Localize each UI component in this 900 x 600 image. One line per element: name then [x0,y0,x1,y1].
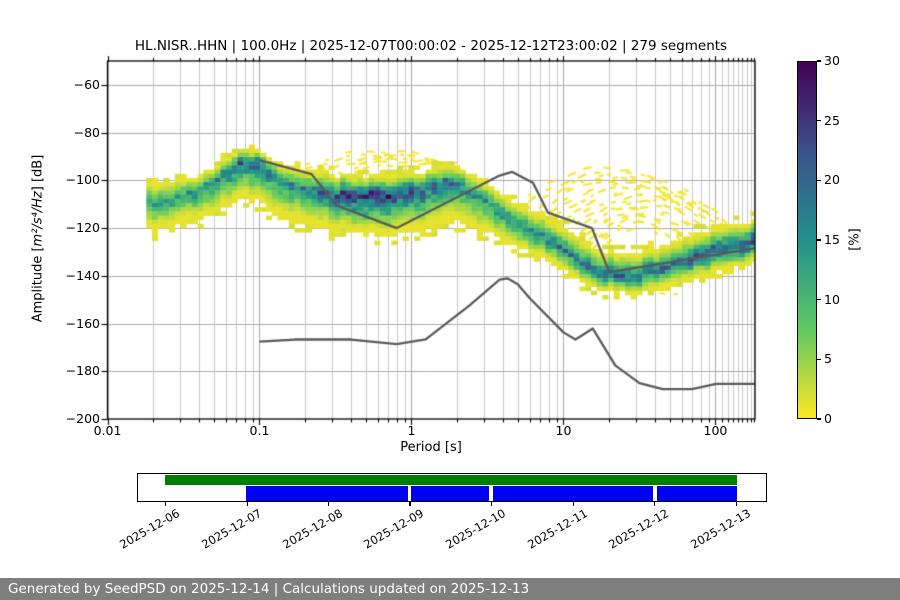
colorbar-tick [817,239,821,241]
x-tick-label: 100 [703,423,728,438]
y-tick-label: −120 [65,220,100,236]
timeline-tick [246,501,248,506]
timeline-tick [165,501,167,506]
footer-status-bar: Generated by SeedPSD on 2025-12-14 | Cal… [0,578,900,600]
timeline-availability-bar [165,474,737,485]
y-tick-label: −180 [65,363,100,379]
colorbar-tick [817,120,821,122]
timeline-coverage-box [137,473,767,502]
timeline-date-label: 2025-12-11 [524,506,590,552]
y-axis-label-suffix: ] [dB] [30,154,46,192]
timeline-date-label: 2025-12-10 [443,506,508,552]
colorbar-tick-label: 25 [824,112,840,128]
colorbar-tick-label: 10 [824,291,840,307]
timeline-tick [654,501,656,506]
timeline-tick [328,501,330,506]
colorbar-tick-label: 30 [824,53,840,68]
colorbar-tick [817,418,821,420]
colorbar-tick-label: 5 [824,351,832,367]
x-tick-label: 0.1 [249,423,270,438]
y-axis-label: Amplitude [m²/s⁴/Hz] [dB] [31,89,46,389]
timeline-psd-coverage-bar [657,485,737,501]
timeline-tick [572,501,574,506]
timeline-psd-coverage-bar [493,485,653,501]
colorbar-tick [817,179,821,181]
y-axis-label-prefix: Amplitude [ [30,246,46,323]
colorbar-tick-label: 20 [824,172,840,188]
colorbar-tick-label: 15 [824,232,840,247]
x-tick-label: 0.01 [93,423,122,438]
colorbar-tick [817,60,821,62]
y-axis-label-units: m²/s⁴/Hz [30,191,46,247]
timeline-psd-coverage-bar [411,485,489,501]
timeline-tick [735,501,737,506]
footer-status-text: Generated by SeedPSD on 2025-12-14 | Cal… [8,581,530,597]
x-axis-label: Period [s] [400,440,462,455]
timeline-psd-coverage-bar [246,485,409,501]
y-tick-label: −60 [73,76,100,92]
x-tick-label: 1 [407,423,416,438]
timeline-tick [409,501,411,506]
timeline-date-label: 2025-12-12 [606,506,672,552]
colorbar-tick [817,358,821,360]
timeline-date-label: 2025-12-07 [198,506,264,552]
colorbar-tick [817,299,821,301]
timeline-date-label: 2025-12-06 [117,506,182,552]
chart-title: HL.NISR..HHN | 100.0Hz | 2025-12-07T00:0… [134,38,728,54]
y-tick-label: −100 [65,172,100,188]
timeline-tick [491,501,493,506]
colorbar-tick-label: 0 [824,411,832,426]
y-tick-label: −160 [65,315,100,331]
y-tick-label: −140 [65,267,100,283]
colorbar [797,61,817,419]
timeline-date-label: 2025-12-13 [687,506,753,552]
timeline-date-label: 2025-12-08 [280,506,346,552]
x-tick-label: 10 [555,423,572,438]
timeline-date-label: 2025-12-09 [361,506,427,552]
y-tick-label: −80 [73,124,100,140]
